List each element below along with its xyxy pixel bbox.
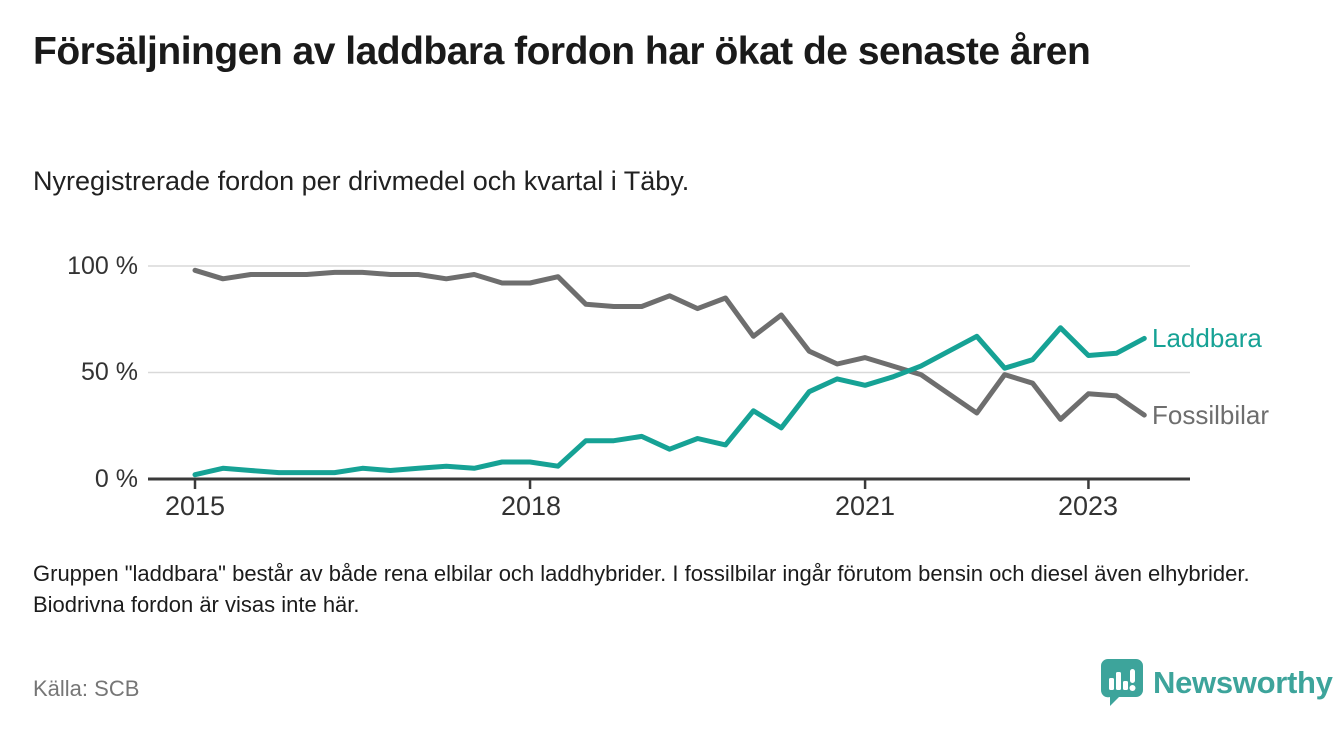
chart-note: Gruppen "laddbara" består av både rena e… [33,561,1250,618]
x-tick-label-2023: 2023 [1057,491,1119,521]
series-label-laddbara: Laddbara [1152,323,1262,353]
x-tick-label-2021: 2021 [834,491,896,521]
brand-logo: Newsworthy [1100,657,1333,707]
line-chart [148,265,1190,489]
y-tick-label-50: 50 % [81,358,138,386]
page-title: Försäljningen av laddbara fordon har öka… [33,30,1091,73]
series-line-fossilbilar [192,267,1147,422]
series-label-fossilbilar: Fossilbilar [1152,400,1270,430]
brand-wordmark: Newsworthy [1153,665,1333,700]
page-subtitle: Nyregistrerade fordon per drivmedel och … [33,166,690,196]
bar-chart-speech-bubble-icon [1100,659,1143,706]
series-line-laddbara [192,325,1147,478]
y-tick-label-100: 100 % [67,252,138,280]
source-label: Källa: SCB [33,676,140,701]
y-tick-label-0: 0 % [94,465,138,493]
x-tick-label-2018: 2018 [500,491,562,521]
x-tick-label-2015: 2015 [164,491,226,521]
